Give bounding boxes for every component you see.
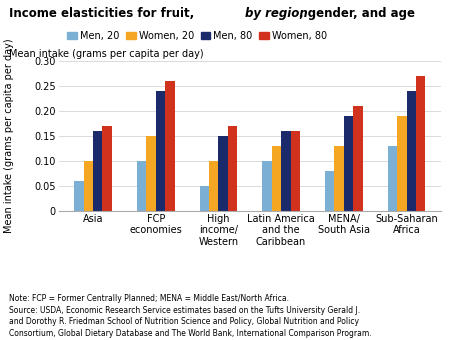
Text: Income elasticities for fruit,: Income elasticities for fruit, <box>9 7 198 20</box>
Bar <box>325 171 334 211</box>
Bar <box>200 186 209 211</box>
Bar <box>74 181 84 211</box>
Bar <box>406 91 416 211</box>
Legend: Men, 20, Women, 20, Men, 80, Women, 80: Men, 20, Women, 20, Men, 80, Women, 80 <box>63 27 331 45</box>
Bar <box>84 161 93 211</box>
Bar <box>397 116 406 211</box>
Bar <box>353 106 363 211</box>
Bar <box>93 131 103 211</box>
Text: by region: by region <box>245 7 308 20</box>
Text: Mean intake (grams per capita per day): Mean intake (grams per capita per day) <box>4 39 14 233</box>
Bar <box>334 146 344 211</box>
Bar <box>228 126 237 211</box>
Bar <box>388 146 397 211</box>
Text: Mean intake (grams per capita per day): Mean intake (grams per capita per day) <box>9 49 203 59</box>
Bar <box>291 131 300 211</box>
Bar <box>209 161 218 211</box>
Bar <box>218 136 228 211</box>
Bar <box>156 91 165 211</box>
Bar <box>281 131 291 211</box>
Bar <box>137 161 146 211</box>
Bar <box>416 76 425 211</box>
Bar <box>272 146 281 211</box>
Bar <box>165 81 175 211</box>
Bar <box>344 116 353 211</box>
Bar <box>146 136 156 211</box>
Text: , gender, and age: , gender, and age <box>299 7 415 20</box>
Bar <box>103 126 112 211</box>
Text: Note: FCP = Former Centrally Planned; MENA = Middle East/North Africa.
Source: U: Note: FCP = Former Centrally Planned; ME… <box>9 294 372 338</box>
Bar <box>262 161 272 211</box>
